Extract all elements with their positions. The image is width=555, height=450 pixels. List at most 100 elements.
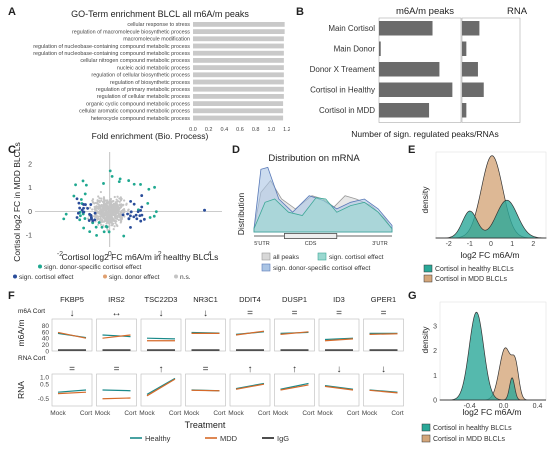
c-point-donor-specific [117,180,121,183]
f-bottom-facet [185,373,226,407]
a-bar [193,115,284,121]
c-point-ns [106,228,109,231]
c-point-ns [105,210,108,213]
c-legend-label: sign. donor-specific cortisol effect [44,264,142,271]
panel-label-c: C [8,144,16,156]
c-ytick-label: 2 [28,161,32,168]
a-category-label: cellular response to stress [127,22,190,28]
e-legend-swatch [423,264,433,273]
c-point-ns [111,222,114,225]
panel-e-density: density log2 FC m6A/m -2 -1 0 1 2 Cortisol i… [420,151,547,283]
f-rna-cort-symbol: ↑ [292,364,297,375]
c-point-ns [112,213,115,216]
c-point-cortisol [134,213,138,217]
c-point-ns [113,209,116,212]
a-category-label: cellular aromatic compound metabolic pro… [79,109,190,115]
f-line-healthy-m6a [102,334,131,338]
f-gene-label: DDIT4 [239,295,261,304]
f-line-healthy-rna [146,377,176,395]
panel-d-ylabel: Distribution [236,192,246,235]
f-bottom-facet [140,373,182,407]
f-m6a-cort-symbol: = [336,308,342,319]
f-line-healthy-rna [280,382,309,390]
panel-label-d: D [232,144,240,156]
b-bar-rna [462,62,478,77]
c-point-ns [127,208,130,211]
f-m6a-cort-symbol: = [247,308,253,319]
c-point-cortisol [77,201,81,205]
c-point-ns [117,218,120,222]
c-point-ns [118,203,121,206]
c-point-donor-specific [118,177,122,181]
c-point-donor-specific [153,185,156,189]
g-density-healthy [440,311,546,401]
b-bar-rna [462,82,484,97]
b-category-label: Cortisol in MDD [319,106,375,115]
f-m6a-cort-symbol: ↓ [203,308,208,319]
c-point-ns [122,208,126,211]
c-point-cortisol [129,225,132,229]
g-legend-swatch [421,434,431,443]
c-legend-label: n.s. [180,274,191,281]
c-point-ns [118,197,121,200]
c-point-cortisol [129,210,133,214]
e-xtick-label: -1 [467,241,473,248]
c-point-ns [95,214,98,218]
f-xtick-cort: Cort [302,410,314,417]
c-point-ns [93,205,96,208]
f-rna-cort-symbol: ↓ [381,364,386,375]
f-line-mdd-m6a [57,331,87,339]
panel-d-mrna-distribution: Distribution on mRNA Distribution 5'UTR C… [236,153,393,272]
c-point-cortisol [75,197,79,201]
c-point-ns [110,203,114,207]
panel-e-ylabel: density [420,186,430,214]
f-top-facet [51,318,93,352]
c-point-cortisol [89,213,93,217]
e-legend-swatch [423,274,433,283]
f-xtick-mock: Mock [317,410,333,417]
a-xtick-label: 0.0 [189,127,197,133]
a-bar [193,50,284,56]
c-legend-swatch [38,264,42,269]
c-point-ns [103,199,107,202]
c-point-cortisol [75,216,79,219]
f-gene-label: NR3C1 [193,295,218,304]
panel-b-regulated-counts-chart: m6A/m peaks RNA Number of sign. regulate… [310,6,528,139]
b-bar-rna [462,21,480,36]
c-ytick-label: -1 [26,233,32,240]
c-point-ns [102,224,105,227]
c-point-ns [108,222,111,225]
f-rna-cort-symbol: = [203,364,209,375]
panel-label-f: F [8,290,15,302]
f-top-ytick-label: 60 [42,329,50,336]
c-point-donor-specific [62,217,66,221]
f-line-healthy-rna [324,385,354,390]
f-top-facet [229,318,271,352]
c-point-ns [103,213,106,216]
f-line-mdd-rna [369,389,398,394]
a-bar [193,79,284,85]
c-point-cortisol [87,219,91,222]
panel-a-go-enrichment-chart: GO-Term enrichment BLCL all m6A/m peaks … [33,9,290,141]
f-xtick-mock: Mock [95,410,111,417]
c-point-ns [101,215,104,218]
c-point-ns [115,215,118,218]
c-point-ns [115,198,118,201]
f-xtick-cort: Cort [124,410,136,417]
b-category-label: Main Donor [334,45,376,54]
c-point-donor-specific [81,179,85,183]
c-legend-swatch [174,274,178,279]
g-ytick-label: 2 [433,348,437,355]
a-category-label: macromolecule modification [123,37,190,43]
f-top-ytick-label: 80 [42,323,50,330]
c-point-ns [108,216,111,219]
f-xtick-cort: Cort [258,410,270,417]
c-point-donor-specific [147,187,151,191]
panel-f-gene-lines: m6A Cort RNA Cort m6A/m RNA Treatment 80… [16,295,404,443]
a-bar [193,58,284,63]
panel-c-ylabel: Cortisol log2 FC in MDD BLCLs [12,142,22,262]
c-point-ns [100,199,103,202]
panel-label-a: A [8,6,16,18]
c-point-donor-specific [82,226,86,230]
c-point-donor-specific [72,194,76,198]
